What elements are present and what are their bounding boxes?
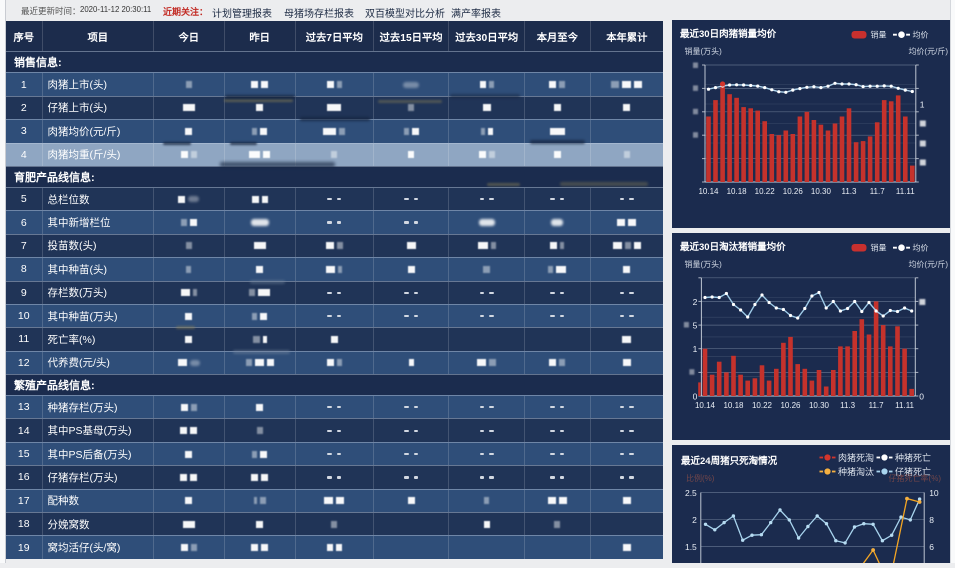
svg-text:11.7: 11.7 [869,401,885,410]
svg-text:10.14: 10.14 [695,401,716,410]
svg-text:11.3: 11.3 [840,401,856,410]
svg-text:10: 10 [929,488,939,498]
svg-text:2: 2 [692,515,697,525]
svg-text:11.11: 11.11 [895,401,914,410]
svg-text:0: 0 [693,391,698,401]
svg-text:1: 1 [693,344,698,354]
svg-text:销量(万头): 销量(万头) [685,259,723,269]
svg-text:种猪淘汰: 种猪淘汰 [838,466,874,477]
svg-text:最近30日肉猪销量均价: 最近30日肉猪销量均价 [680,28,777,40]
svg-text:11.11: 11.11 [896,187,915,196]
svg-text:0: 0 [919,391,924,401]
svg-text:肉猪死淘: 肉猪死淘 [838,452,874,463]
svg-text:比例(%): 比例(%) [686,473,715,483]
svg-text:6: 6 [929,542,934,552]
svg-text:2: 2 [693,296,698,306]
svg-text:均价: 均价 [913,30,929,40]
svg-text:5: 5 [693,320,698,330]
svg-text:10.18: 10.18 [723,401,744,410]
svg-text:最近30日淘汰猪销量均价: 最近30日淘汰猪销量均价 [680,241,786,253]
svg-text:10.14: 10.14 [698,187,719,196]
svg-text:销量: 销量 [871,30,887,40]
svg-text:均价: 均价 [913,242,929,252]
svg-text:销量: 销量 [871,242,887,252]
svg-text:10.30: 10.30 [809,401,830,410]
svg-text:10.26: 10.26 [780,401,801,410]
svg-text:8: 8 [929,515,934,525]
svg-text:均价(元/斤): 均价(元/斤) [908,46,948,56]
svg-text:10.22: 10.22 [755,187,776,196]
svg-text:最近24周猪只死淘情况: 最近24周猪只死淘情况 [681,455,778,467]
svg-text:11.3: 11.3 [842,187,858,196]
svg-text:销量(万头): 销量(万头) [685,46,723,56]
svg-text:10.30: 10.30 [811,187,832,196]
svg-text:仔猪死亡: 仔猪死亡 [895,466,931,477]
svg-text:1.5: 1.5 [685,542,697,552]
svg-text:10.26: 10.26 [783,187,804,196]
svg-text:10.22: 10.22 [752,401,773,410]
svg-text:均价(元/斤): 均价(元/斤) [908,259,948,269]
svg-text:11.7: 11.7 [870,187,886,196]
svg-text:1: 1 [920,100,925,110]
svg-text:仔猪死亡率(%): 仔猪死亡率(%) [889,473,942,483]
svg-text:10.18: 10.18 [727,187,748,196]
svg-text:2.5: 2.5 [685,488,697,498]
svg-text:种猪死亡: 种猪死亡 [895,452,931,463]
